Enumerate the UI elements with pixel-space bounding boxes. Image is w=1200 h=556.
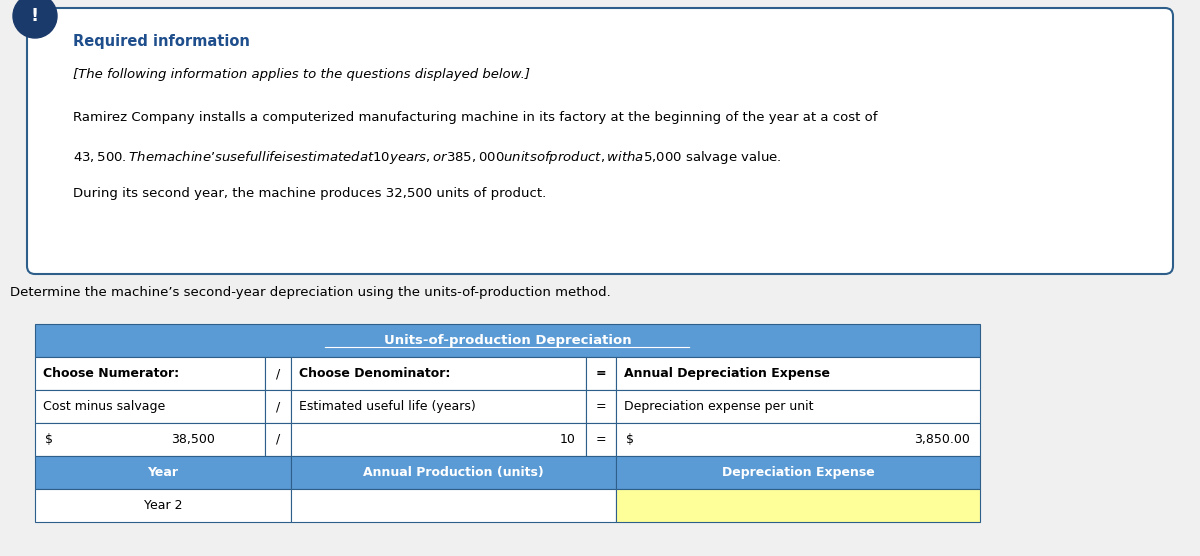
Bar [616, 423, 980, 456]
Text: Determine the machine’s second-year depreciation using the units-of-production m: Determine the machine’s second-year depr… [10, 286, 611, 299]
Text: 10: 10 [560, 433, 576, 446]
Bar [292, 423, 586, 456]
Text: !: ! [31, 7, 40, 25]
Text: Depreciation Expense: Depreciation Expense [721, 466, 875, 479]
Bar [292, 456, 616, 489]
Text: Cost minus salvage: Cost minus salvage [43, 400, 166, 413]
Bar [616, 390, 980, 423]
Text: /: / [276, 433, 280, 446]
Text: Choose Numerator:: Choose Numerator: [43, 367, 179, 380]
Text: Depreciation expense per unit: Depreciation expense per unit [624, 400, 814, 413]
Text: $: $ [46, 433, 53, 446]
Text: Ramirez Company installs a computerized manufacturing machine in its factory at : Ramirez Company installs a computerized … [73, 111, 877, 124]
Circle shape [13, 0, 58, 38]
Text: 38,500: 38,500 [172, 433, 215, 446]
Text: Units-of-production Depreciation: Units-of-production Depreciation [384, 334, 631, 347]
Bar [292, 489, 616, 522]
Text: Choose Denominator:: Choose Denominator: [299, 367, 450, 380]
Bar [292, 390, 586, 423]
Bar [35, 423, 265, 456]
Bar [586, 357, 616, 390]
Text: [The following information applies to the questions displayed below.]: [The following information applies to th… [73, 68, 530, 81]
Text: $: $ [626, 433, 634, 446]
Text: =: = [595, 367, 606, 380]
Bar [586, 390, 616, 423]
Text: =: = [595, 400, 606, 413]
Bar [265, 390, 292, 423]
Text: $43,500. The machine’s useful life is estimated at 10 years, or 385,000 units of: $43,500. The machine’s useful life is es… [73, 149, 781, 166]
Bar [616, 489, 980, 522]
Text: Year 2: Year 2 [144, 499, 182, 512]
Text: Required information: Required information [73, 34, 250, 49]
Bar [586, 423, 616, 456]
Bar [35, 357, 265, 390]
Bar [265, 357, 292, 390]
Text: Annual Depreciation Expense: Annual Depreciation Expense [624, 367, 830, 380]
Text: /: / [276, 400, 280, 413]
Text: 3,850.00: 3,850.00 [914, 433, 970, 446]
Text: During its second year, the machine produces 32,500 units of product.: During its second year, the machine prod… [73, 187, 546, 200]
Bar [292, 357, 586, 390]
Bar [35, 456, 292, 489]
Text: Annual Production (units): Annual Production (units) [364, 466, 544, 479]
Bar [616, 456, 980, 489]
Bar [616, 357, 980, 390]
Bar [35, 390, 265, 423]
Bar [35, 324, 980, 357]
Text: /: / [276, 367, 280, 380]
Text: =: = [595, 433, 606, 446]
Text: Year: Year [148, 466, 179, 479]
Bar [265, 423, 292, 456]
FancyBboxPatch shape [26, 8, 1174, 274]
Text: Estimated useful life (years): Estimated useful life (years) [299, 400, 475, 413]
Bar [35, 489, 292, 522]
